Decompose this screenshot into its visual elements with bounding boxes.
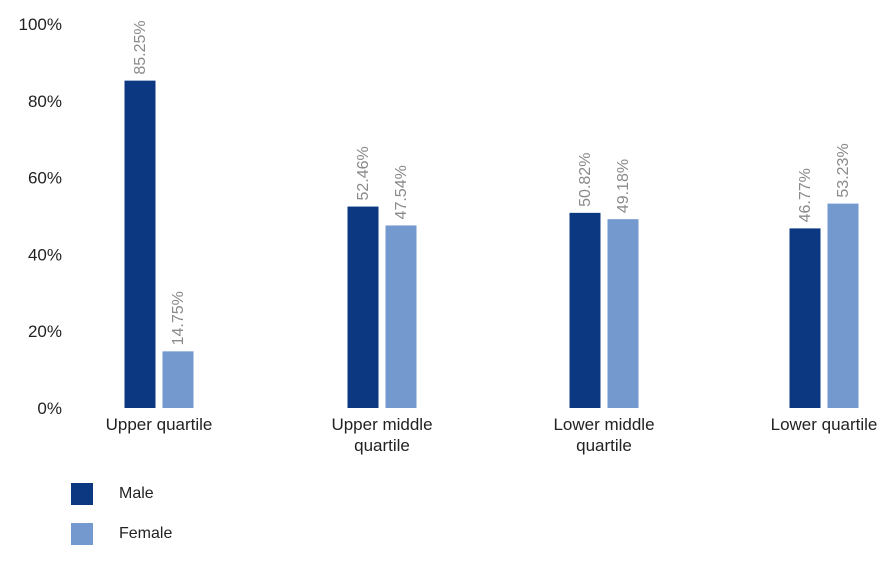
legend-label-male: Male — [119, 485, 154, 502]
bar-female — [607, 219, 639, 408]
bar-female — [827, 203, 859, 408]
category-label: quartile — [354, 436, 410, 455]
data-label: 14.75% — [170, 291, 187, 345]
category-label: quartile — [576, 436, 632, 455]
y-tick-label: 80% — [28, 92, 62, 111]
data-label: 47.54% — [393, 165, 410, 219]
bar-chart: 0% 20% 40% 60% 80% 100% 85.25% 14.75% Upper quar… — [19, 15, 878, 455]
bar-male — [569, 212, 601, 408]
category-label: Upper middle — [331, 415, 432, 434]
bar-female — [385, 225, 417, 408]
legend-label-female: Female — [119, 525, 173, 542]
legend-item-female: Female — [71, 522, 271, 546]
data-label: 52.46% — [355, 146, 372, 200]
y-tick-label: 100% — [19, 15, 62, 34]
bar-male — [347, 206, 379, 408]
y-tick-label: 60% — [28, 169, 62, 188]
bar-male — [124, 80, 156, 408]
category-label: Lower middle — [553, 415, 654, 434]
bar-female — [162, 351, 194, 408]
data-label: 53.23% — [835, 143, 852, 197]
y-tick-label: 20% — [28, 322, 62, 341]
category-label: Lower quartile — [771, 415, 878, 434]
legend-swatch-female — [71, 523, 93, 545]
legend: Male Female — [71, 482, 271, 562]
data-label: 50.82% — [577, 153, 594, 207]
legend-swatch-male — [71, 483, 93, 505]
legend-item-male: Male — [71, 482, 271, 506]
bar-male — [789, 228, 821, 408]
y-tick-label: 0% — [37, 399, 62, 418]
data-label: 49.18% — [615, 159, 632, 213]
data-label: 85.25% — [132, 20, 149, 74]
data-label: 46.77% — [797, 168, 814, 222]
y-tick-label: 40% — [28, 245, 62, 264]
category-label: Upper quartile — [106, 415, 213, 434]
